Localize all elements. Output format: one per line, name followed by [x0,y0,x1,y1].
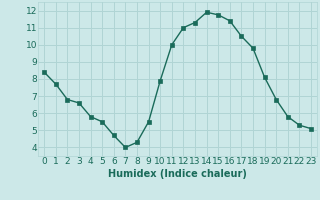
X-axis label: Humidex (Indice chaleur): Humidex (Indice chaleur) [108,169,247,179]
